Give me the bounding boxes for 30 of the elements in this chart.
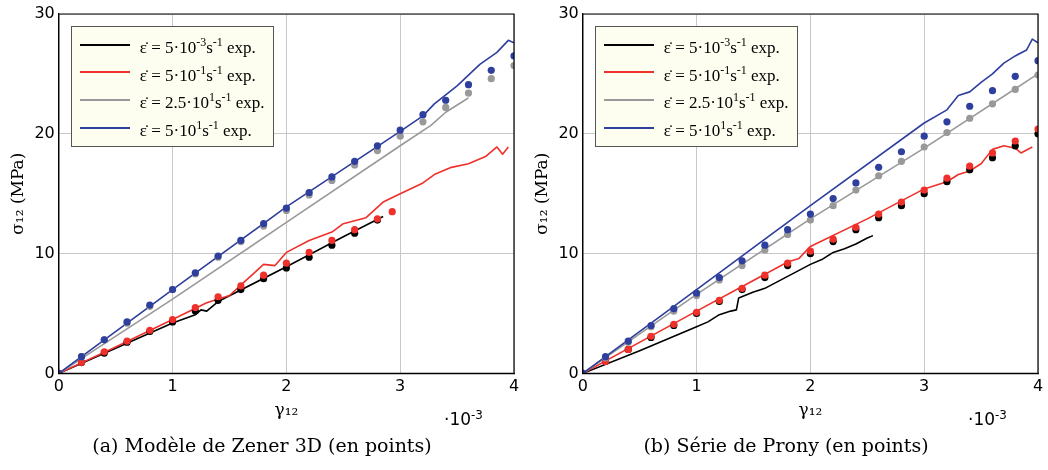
- y-axis-title: σ₁₂ (MPa): [6, 152, 27, 235]
- y-tick-label: 0: [568, 362, 579, 382]
- x-axis-title: γ₁₂: [274, 399, 299, 420]
- x-axis-title: γ₁₂: [798, 399, 823, 420]
- y-tick-label: 20: [558, 122, 579, 142]
- x-tick-label: 1: [691, 376, 702, 396]
- y-tick-label: 10: [34, 242, 55, 262]
- legend-label: ε̇ = 5·10$^{-3}$s$^{-1}$ exp.: [139, 34, 256, 59]
- x-tick-label: 3: [919, 376, 930, 396]
- x-tick-label: 4: [508, 376, 520, 396]
- x-tick-label: 4: [1032, 376, 1044, 396]
- text: (b) Série de Prony (en points): [642, 434, 930, 456]
- x-tick-label: 2: [281, 376, 292, 396]
- legend-label: ε̇ = 5·10$^{-1}$s$^{-1}$ exp.: [663, 61, 780, 87]
- y-axis-title: σ₁₂ (MPa): [530, 152, 551, 235]
- legend-label: ε̇ = 5·10$^{1}$s$^{-1}$ exp.: [139, 116, 252, 142]
- x-tick-label: 3: [395, 376, 406, 396]
- legend-label: ε̇ = 5·10$^{1}$s$^{-1}$ exp.: [663, 116, 776, 142]
- legend-label: ε̇ = 2.5·10$^{1}$s$^{-1}$ exp.: [663, 89, 789, 114]
- y-tick-label: 0: [44, 362, 55, 382]
- y-tick-label: 30: [34, 3, 55, 23]
- text: (a) Modèle de Zener 3D (en points): [91, 434, 433, 456]
- x-tick-label: 2: [805, 376, 816, 396]
- y-tick-label: 30: [558, 3, 579, 23]
- y-tick-label: 20: [34, 122, 55, 142]
- legend-label: ε̇ = 5·10$^{-3}$s$^{-1}$ exp.: [663, 34, 780, 59]
- y-tick-label: 10: [558, 242, 579, 262]
- legend-label: ε̇ = 2.5·10$^{1}$s$^{-1}$ exp.: [139, 89, 265, 114]
- x-tick-label: 1: [167, 376, 178, 396]
- legend-label: ε̇ = 5·10$^{-1}$s$^{-1}$ exp.: [139, 61, 256, 87]
